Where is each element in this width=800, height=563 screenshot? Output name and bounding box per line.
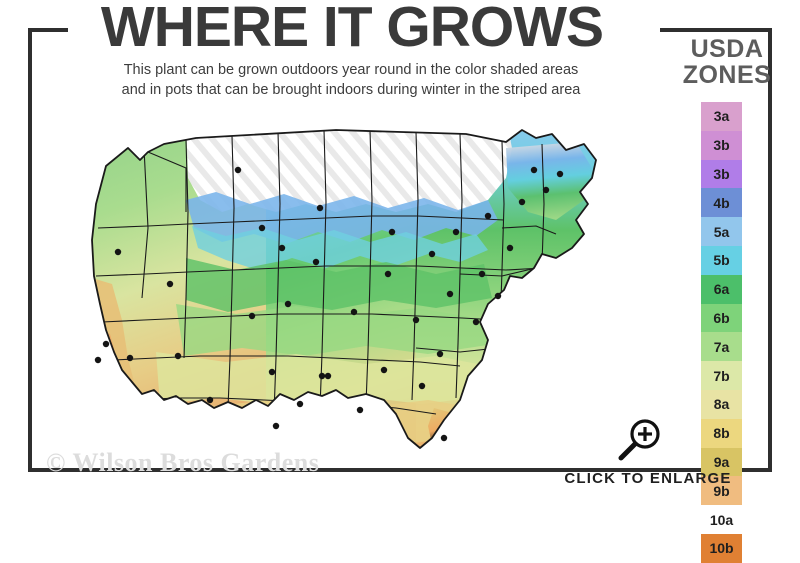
frame-border-right: [768, 28, 772, 472]
frame-border-top-right: [660, 28, 772, 32]
legend-heading-line-1: USDA: [690, 35, 764, 63]
click-to-enlarge-label[interactable]: CLICK TO ENLARGE: [564, 470, 732, 487]
zone-swatch-4b: 4b: [701, 188, 742, 218]
zone-swatch-5a: 5a: [701, 217, 742, 246]
frame-border-top-left: [28, 28, 68, 32]
zone-swatch-3b-2: 3b: [701, 159, 742, 189]
page-title: WHERE IT GROWS: [100, 0, 604, 59]
copyright-watermark: © Wilson Bros Gardens: [46, 448, 320, 477]
subtitle-line-1: This plant can be grown outdoors year ro…: [123, 62, 579, 78]
magnifier-zoom-in-icon[interactable]: [617, 418, 663, 462]
zone-swatch-7b: 7b: [701, 361, 742, 390]
zone-swatch-9a: 9a: [701, 447, 742, 477]
legend-heading-line-2: ZONES: [682, 61, 772, 89]
zone-swatch-10b: 10b: [701, 533, 742, 563]
subtitle: This plant can be grown outdoors year ro…: [46, 60, 656, 100]
zone-swatch-6a: 6a: [701, 274, 742, 304]
subtitle-line-2: and in pots that can be brought indoors …: [121, 82, 581, 98]
map-outline: [91, 129, 597, 449]
zone-swatch-5b: 5b: [701, 245, 742, 275]
zone-swatch-10a: 10a: [709, 511, 734, 528]
zone-swatch-8a: 8a: [701, 389, 742, 419]
hardiness-zone-map[interactable]: [36, 108, 666, 463]
frame-border-left: [28, 28, 32, 472]
zone-swatch-6b: 6b: [701, 303, 742, 333]
frame-border-bottom: [28, 468, 772, 472]
usda-zone-legend: 3a 3b 3b 4b 5a 5b 6a 6b 7a 7b 8a 8b 9a 9b 10a 10b: [701, 102, 742, 563]
zone-swatch-3b-1: 3b: [701, 130, 742, 160]
legend-heading: USDA ZONES: [668, 36, 786, 88]
zone-swatch-7a: 7a: [701, 332, 742, 362]
map-city-markers: [94, 166, 564, 442]
zone-swatch-3a: 3a: [701, 102, 742, 131]
zone-swatch-8b: 8b: [701, 418, 742, 448]
